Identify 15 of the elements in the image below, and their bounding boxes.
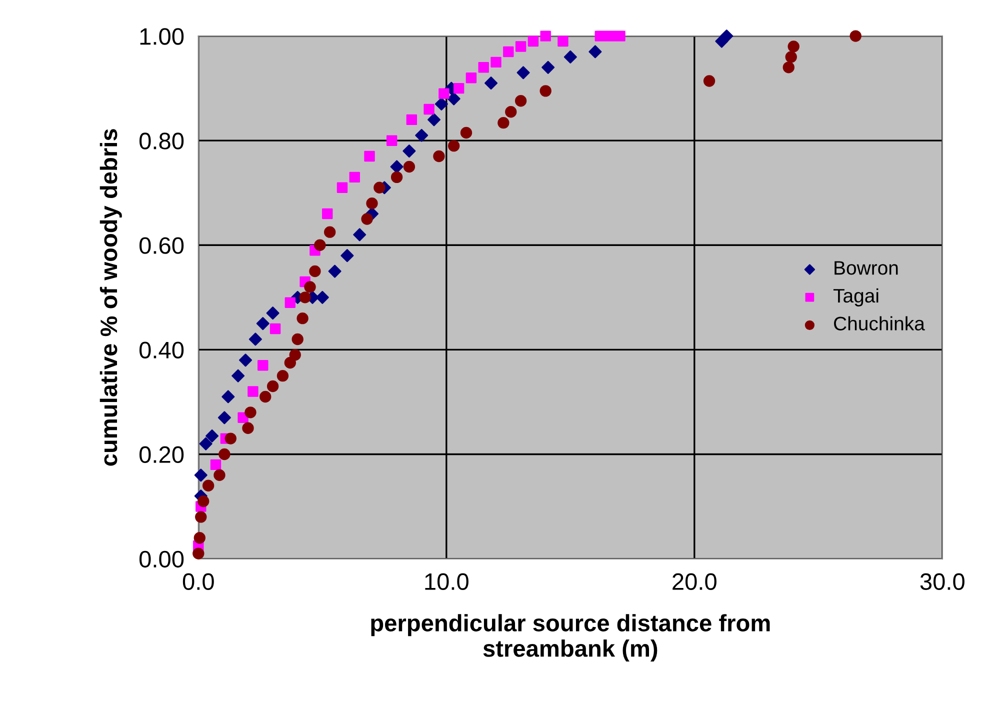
x-axis-title: perpendicular source distance from streambank (m) [371,614,770,662]
y-tick-label: 1.00 [140,28,184,45]
x-tick-label: 0.0 [182,573,214,590]
y-tick-label: 0.40 [139,342,184,358]
x-tick-label: 10.0 [425,573,468,590]
x-tick-label: 20.0 [672,573,716,590]
legend-label: Chuchinka [834,316,925,330]
y-axis-title: cumulative % of woody debris [100,129,122,466]
y-tick-label: 0.00 [139,550,184,568]
y-tick-label: 0.60 [139,237,184,254]
y-tick-label: 0.80 [139,132,184,150]
y-tick-label: 0.20 [139,446,184,464]
legend-label: Bowron [834,261,898,275]
x-tick-label: 30.0 [920,573,964,590]
legend-label: Tagai [833,288,878,306]
